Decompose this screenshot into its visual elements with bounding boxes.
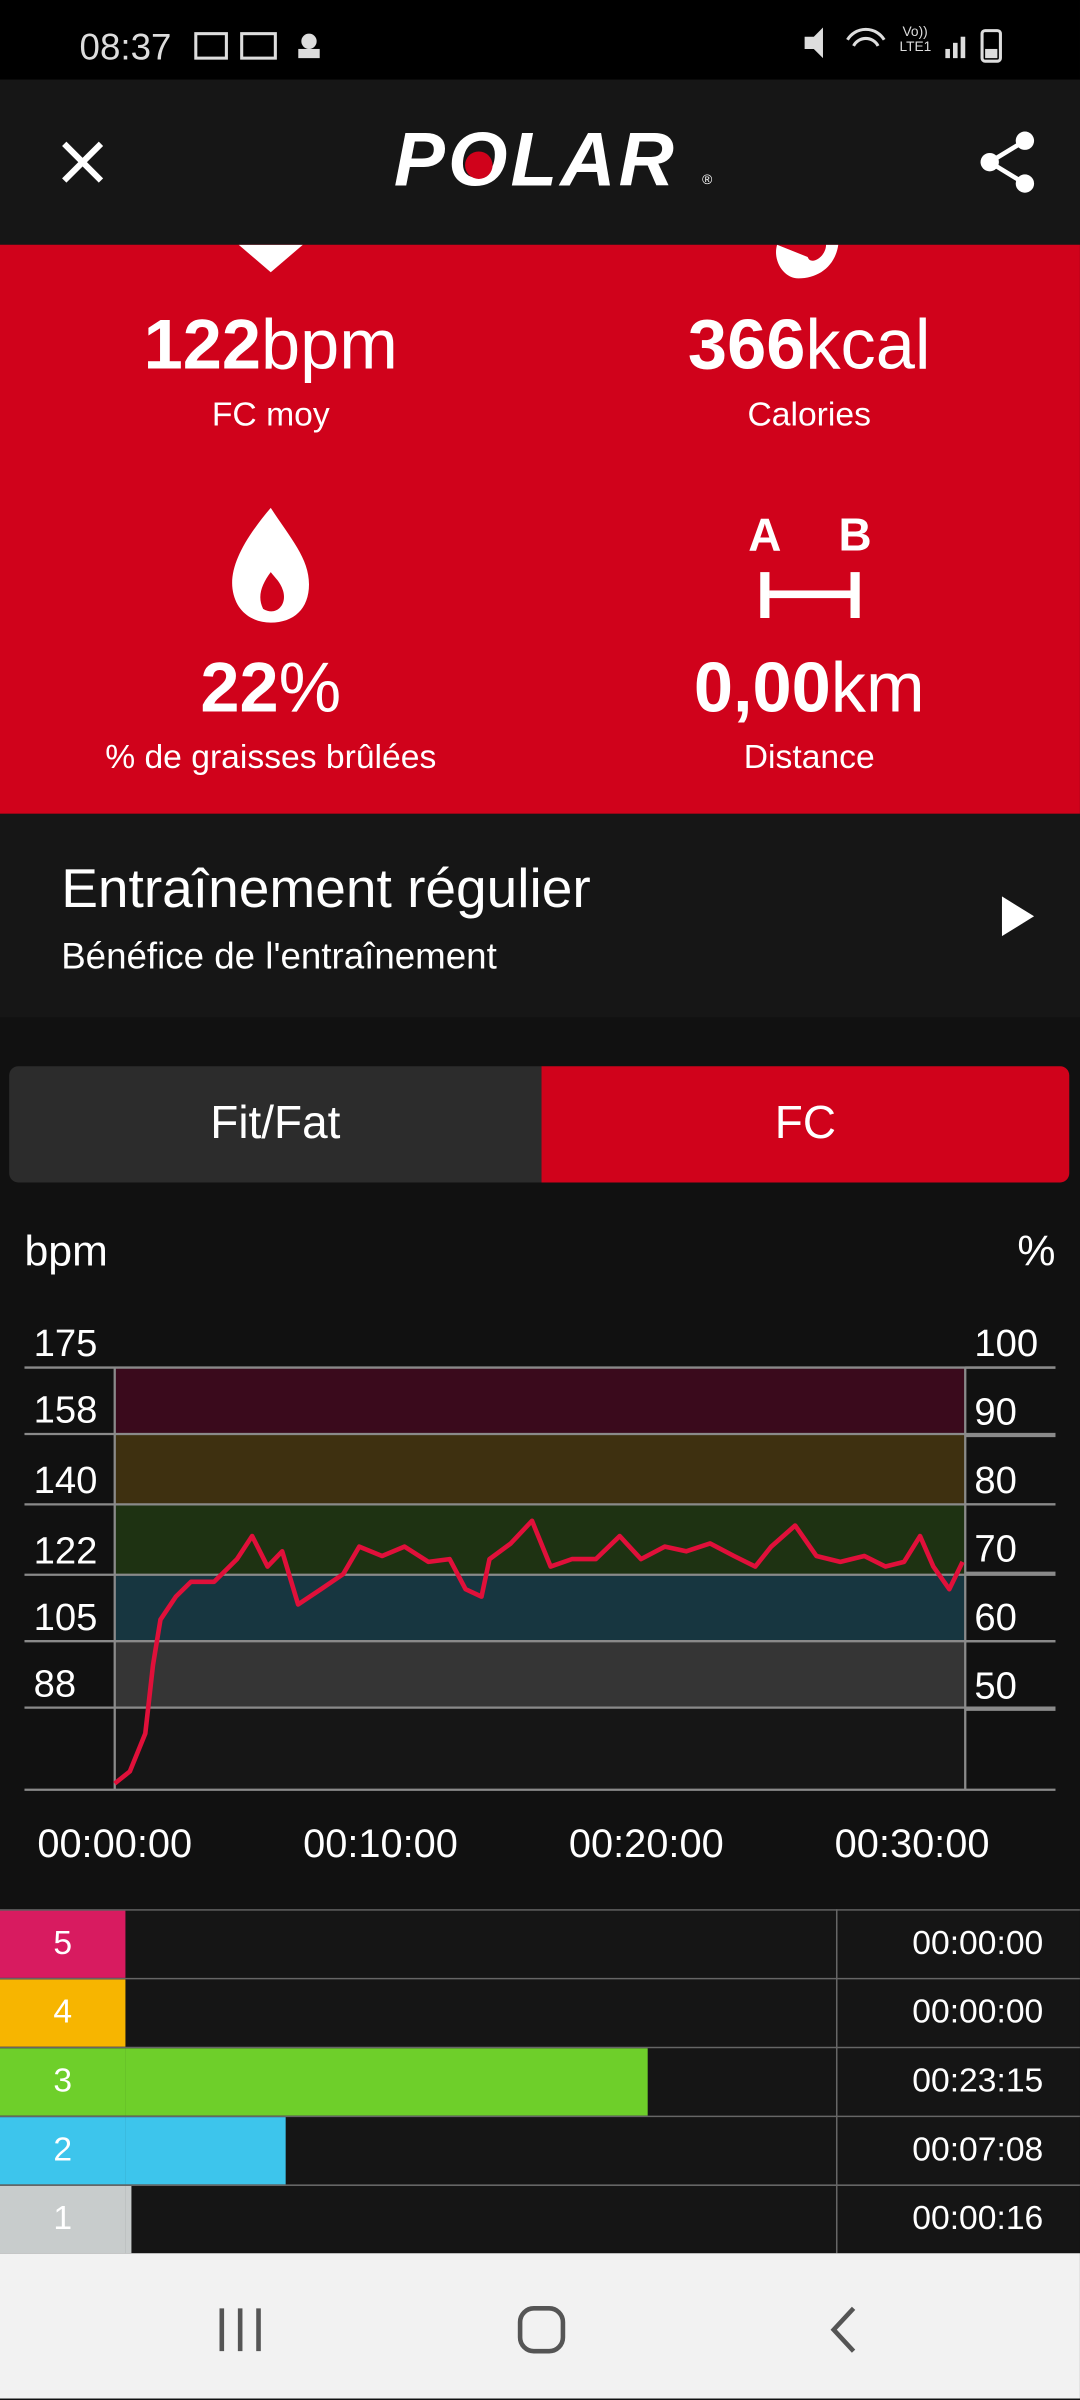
y-axis-label: bpm: [24, 1228, 107, 1276]
stat-value: 0,00: [693, 647, 831, 727]
logo-text: POLAR: [394, 117, 677, 202]
close-button[interactable]: [55, 135, 110, 190]
stat: 0,00km Distance: [580, 646, 1039, 778]
x-tick-label: 00:20:00: [569, 1822, 724, 1866]
zone-badge: [0, 2185, 126, 2254]
y2-tick-label: 80: [974, 1459, 1017, 1502]
tab[interactable]: Fit/Fat: [9, 1066, 542, 1183]
stat-icons: A B: [232, 244, 872, 623]
training-subtitle: Bénéfice de l'entraînement: [61, 936, 497, 978]
x-tick-label: 00:00:00: [37, 1822, 192, 1866]
zone-duration: 00:00:16: [912, 2200, 1043, 2237]
zone-duration: 00:07:08: [912, 2131, 1043, 2168]
zone-band: [114, 1367, 966, 1435]
zone-badge: [0, 2117, 126, 2185]
nav-buttons[interactable]: [0, 2253, 1080, 2398]
below-zone: [114, 1707, 966, 1790]
heart-rate-chart: bpm % 88 105 122 140 158 175 50 60 70 80 90 100 00:0…: [24, 1228, 1055, 1866]
training-benefit[interactable]: Entraînement régulier Bénéfice de l'entr…: [0, 813, 1080, 1018]
y2-tick-label: 70: [974, 1528, 1017, 1571]
clock: 08:37: [79, 27, 172, 69]
x-tick-label: 00:30:00: [835, 1822, 990, 1866]
distance-end: B: [839, 509, 872, 561]
y-tick-label: 158: [34, 1389, 98, 1432]
y-tick-label: 105: [34, 1596, 98, 1639]
zone-duration: 00:23:15: [912, 2063, 1043, 2100]
zone-chart: 5 00:00:00 4 00:00:00 3 00:23:15 2 00:07:08 1 00:…: [0, 1909, 1080, 2254]
zone-band: [114, 1574, 966, 1642]
y2-tick-label: 50: [974, 1664, 1017, 1707]
status-bar: 08:37 Vo)) LTE1: [0, 0, 1080, 80]
stat-unit: %: [278, 647, 342, 727]
zone-number: 2: [53, 2131, 72, 2168]
y-tick-label: 122: [34, 1529, 98, 1572]
zone-row: [0, 1910, 1080, 1978]
y2-tick-label: 100: [974, 1322, 1038, 1365]
zone-row: [0, 1979, 1080, 2047]
zone-badge: [0, 2048, 126, 2116]
y-tick-label: 88: [34, 1662, 77, 1705]
stat: 122bpm FC moy: [41, 303, 500, 435]
network-label: Vo)): [903, 24, 928, 39]
stat-unit: km: [830, 647, 925, 727]
stat-label: Distance: [743, 737, 875, 776]
y-tick-label: 140: [34, 1459, 98, 1502]
zone-band: [114, 1434, 966, 1505]
heart-rate-line: [113, 1518, 965, 1786]
stat-value: 366: [687, 304, 806, 384]
polar-logo: POLAR ®: [394, 117, 712, 202]
y2-tick-label: 90: [974, 1391, 1017, 1434]
stats-panel: A B 122bpm FC moy 366kcal Calories 22% %…: [0, 244, 1080, 814]
zone-row: [0, 2185, 1080, 2254]
network-label: LTE1: [899, 39, 931, 54]
stat-value: 122: [143, 304, 262, 384]
stat-value: 22: [200, 647, 279, 727]
zone-number: 3: [53, 2063, 72, 2100]
zone-badge: [0, 1910, 126, 1978]
tab-active[interactable]: FC: [541, 1066, 1070, 1183]
zone-badge: [0, 1979, 126, 2047]
y2-tick-label: 60: [974, 1596, 1017, 1639]
stat: 22% % de graisses brûlées: [41, 646, 500, 778]
registered-mark: ®: [702, 172, 712, 187]
zone-duration: 00:00:00: [912, 1994, 1043, 2031]
share-button[interactable]: [976, 128, 1043, 195]
system-icons: Vo)) LTE1: [804, 24, 1002, 63]
zone-number: 5: [53, 1925, 72, 1962]
y2-axis-label: %: [1017, 1228, 1055, 1276]
notification-icons: [194, 32, 320, 60]
zone-bar: [125, 2117, 286, 2185]
app-header: POLAR ®: [0, 79, 1080, 245]
distance-start: A: [748, 509, 781, 561]
stat-label: Calories: [747, 394, 871, 433]
zone-number: 1: [53, 2200, 72, 2237]
chevron: [1001, 896, 1035, 937]
stat-unit: kcal: [805, 304, 931, 384]
zone-bar: [125, 2185, 132, 2254]
zone-duration: 00:00:00: [912, 1925, 1043, 1962]
zone-band: [114, 1641, 966, 1708]
training-title: Entraînement régulier: [61, 856, 591, 920]
y-tick-label: 175: [34, 1322, 98, 1365]
zone-number: 4: [53, 1994, 72, 2031]
stat: 366kcal Calories: [580, 303, 1039, 435]
x-tick-label: 00:10:00: [303, 1822, 458, 1866]
navigation-bar: [0, 2253, 1080, 2399]
stat-unit: bpm: [261, 304, 398, 384]
stat-label: % de graisses brûlées: [105, 737, 437, 776]
zone-bar: [125, 2048, 648, 2116]
stat-label: FC moy: [211, 394, 330, 433]
